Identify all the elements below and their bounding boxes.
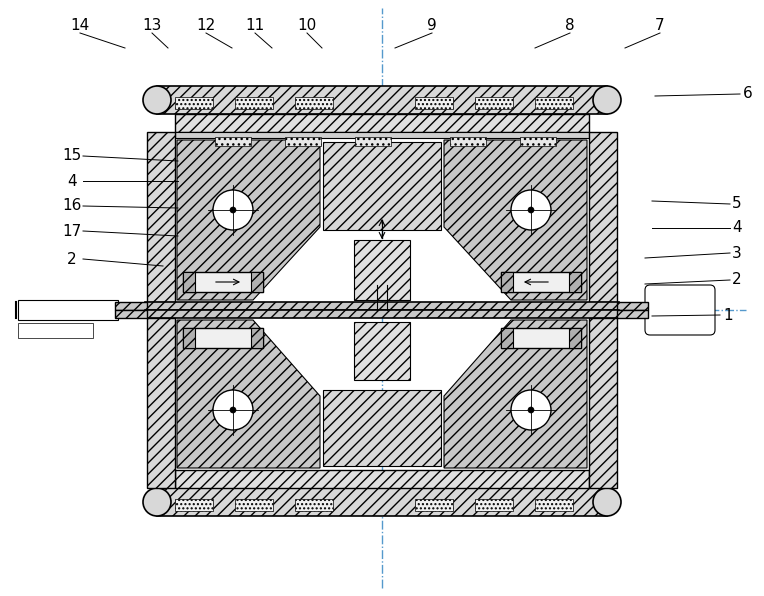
Bar bbox=[251, 272, 263, 292]
Bar bbox=[354, 322, 410, 380]
Text: 15: 15 bbox=[63, 148, 82, 163]
Circle shape bbox=[511, 390, 551, 430]
Polygon shape bbox=[147, 132, 175, 302]
Bar bbox=[354, 240, 410, 300]
Bar bbox=[415, 97, 453, 109]
Bar bbox=[520, 137, 556, 146]
Bar bbox=[295, 499, 333, 511]
Polygon shape bbox=[444, 320, 587, 468]
Bar bbox=[183, 328, 195, 348]
Polygon shape bbox=[589, 132, 617, 302]
Bar bbox=[355, 137, 391, 146]
Circle shape bbox=[213, 390, 253, 430]
Bar bbox=[475, 97, 513, 109]
Circle shape bbox=[213, 190, 253, 230]
Circle shape bbox=[143, 86, 171, 114]
Polygon shape bbox=[177, 320, 320, 468]
Circle shape bbox=[528, 407, 534, 413]
Polygon shape bbox=[147, 318, 175, 488]
Bar bbox=[145, 310, 619, 318]
Bar bbox=[235, 97, 273, 109]
Circle shape bbox=[230, 207, 236, 213]
Bar bbox=[569, 272, 581, 292]
Bar bbox=[295, 97, 333, 109]
Bar bbox=[18, 323, 93, 338]
Circle shape bbox=[143, 488, 171, 516]
Bar bbox=[501, 272, 513, 292]
Bar bbox=[251, 328, 263, 348]
Bar bbox=[535, 499, 573, 511]
Circle shape bbox=[593, 488, 621, 516]
Text: 1: 1 bbox=[724, 308, 733, 322]
Bar bbox=[617, 310, 648, 318]
Bar bbox=[18, 300, 118, 320]
Bar bbox=[501, 328, 581, 348]
Bar bbox=[175, 470, 589, 488]
Text: 4: 4 bbox=[732, 221, 742, 235]
Text: 11: 11 bbox=[245, 18, 264, 33]
Text: 5: 5 bbox=[732, 197, 742, 212]
Text: 7: 7 bbox=[656, 18, 665, 33]
Text: 12: 12 bbox=[196, 18, 215, 33]
Polygon shape bbox=[444, 140, 587, 300]
Text: 9: 9 bbox=[427, 18, 437, 33]
Text: 16: 16 bbox=[63, 198, 82, 213]
Text: 6: 6 bbox=[743, 86, 753, 101]
Bar bbox=[175, 114, 589, 132]
Text: 2: 2 bbox=[732, 272, 742, 287]
FancyBboxPatch shape bbox=[645, 285, 715, 335]
Bar bbox=[235, 499, 273, 511]
Text: 8: 8 bbox=[565, 18, 575, 33]
Bar bbox=[450, 137, 486, 146]
Bar bbox=[475, 499, 513, 511]
Polygon shape bbox=[177, 140, 320, 300]
Bar bbox=[175, 97, 213, 109]
Circle shape bbox=[230, 407, 236, 413]
Bar bbox=[157, 86, 607, 114]
Bar bbox=[323, 390, 441, 466]
Bar bbox=[285, 137, 321, 146]
Bar bbox=[183, 272, 263, 292]
Bar bbox=[183, 328, 263, 348]
Bar bbox=[569, 328, 581, 348]
Circle shape bbox=[528, 207, 534, 213]
Bar bbox=[415, 499, 453, 511]
Bar bbox=[115, 310, 147, 318]
Text: 13: 13 bbox=[142, 18, 162, 33]
Text: 3: 3 bbox=[732, 246, 742, 260]
Bar bbox=[183, 272, 195, 292]
Bar bbox=[115, 302, 147, 310]
Text: 10: 10 bbox=[297, 18, 316, 33]
Bar bbox=[175, 132, 589, 138]
Polygon shape bbox=[589, 318, 617, 488]
Text: 14: 14 bbox=[70, 18, 89, 33]
Bar bbox=[175, 499, 213, 511]
Bar bbox=[157, 488, 607, 516]
Text: 2: 2 bbox=[67, 252, 77, 266]
Bar bbox=[501, 272, 581, 292]
Text: 17: 17 bbox=[63, 224, 82, 238]
Bar bbox=[535, 97, 573, 109]
Bar bbox=[617, 302, 648, 310]
Text: 4: 4 bbox=[67, 173, 77, 188]
Circle shape bbox=[511, 190, 551, 230]
Bar bbox=[215, 137, 251, 146]
Circle shape bbox=[593, 86, 621, 114]
Bar bbox=[145, 302, 619, 310]
Bar bbox=[501, 328, 513, 348]
Bar bbox=[323, 142, 441, 230]
